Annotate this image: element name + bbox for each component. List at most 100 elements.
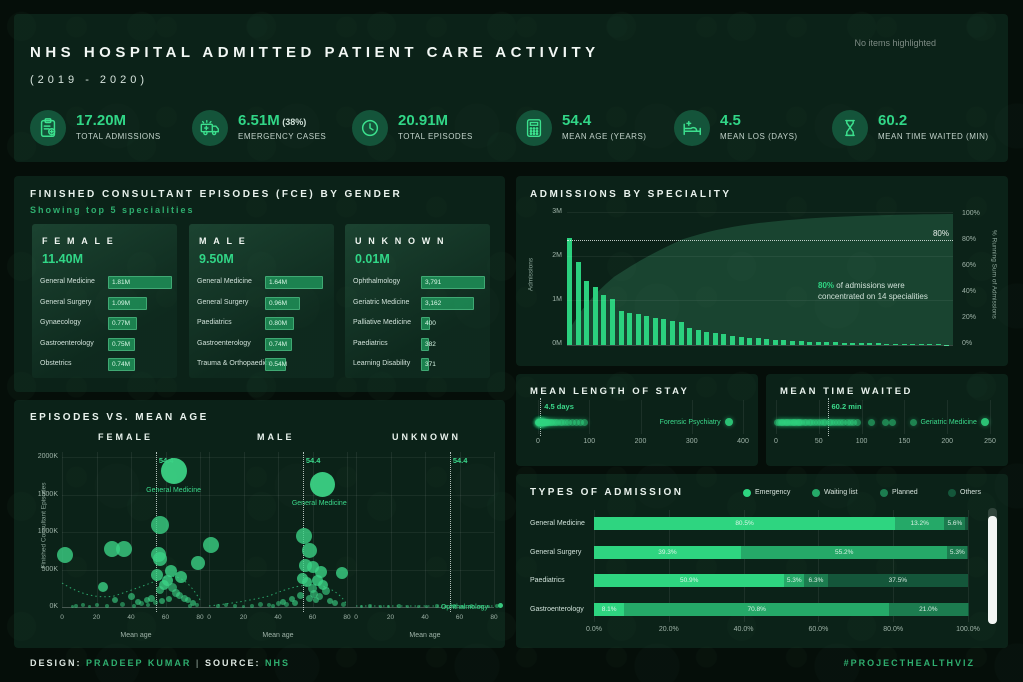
types-bar-segment[interactable]: 13.2% — [895, 517, 945, 530]
scatter-bubble-labeled[interactable] — [161, 458, 188, 485]
scatter-bubble[interactable] — [288, 596, 295, 603]
scatter-bubble[interactable] — [284, 601, 290, 607]
scatter-bubble[interactable] — [478, 605, 482, 609]
scatter-bubble[interactable] — [104, 603, 109, 608]
pareto-bar[interactable] — [661, 318, 667, 345]
pareto-bar[interactable] — [893, 343, 898, 345]
pareto-bar[interactable] — [884, 343, 890, 345]
scatter-bubble[interactable] — [152, 600, 158, 605]
pareto-bar[interactable] — [815, 341, 821, 345]
scatter-bubble[interactable] — [326, 597, 333, 604]
scatter-bubble[interactable] — [250, 603, 255, 608]
scatter-bubble[interactable] — [310, 589, 319, 598]
scatter-bubble[interactable] — [267, 602, 272, 607]
pareto-bar[interactable] — [644, 315, 650, 345]
fce-bar[interactable]: 371 — [421, 358, 436, 372]
pareto-bar[interactable] — [935, 344, 941, 345]
scatter-bubble[interactable] — [495, 603, 500, 608]
pareto-bar[interactable] — [841, 342, 847, 345]
scatter-bubble[interactable] — [194, 602, 199, 607]
pareto-bar[interactable] — [798, 341, 804, 345]
scatter-bubble[interactable] — [224, 603, 229, 608]
strip-dot[interactable] — [867, 418, 875, 426]
fce-bar[interactable]: 1.64M — [265, 276, 324, 289]
scatter-bubble[interactable] — [296, 573, 308, 585]
scatter-bubble[interactable] — [184, 597, 191, 604]
strip-dot[interactable] — [853, 418, 861, 426]
scatter-bubble[interactable] — [180, 594, 188, 602]
pareto-bar[interactable] — [584, 280, 590, 345]
types-bar-segment[interactable]: 80.5% — [594, 517, 896, 530]
pareto-bar[interactable] — [858, 343, 864, 345]
strip-dot[interactable] — [565, 418, 573, 426]
fce-bar[interactable]: 0.74M — [108, 358, 136, 372]
scatter-bubble[interactable] — [132, 603, 137, 608]
fce-bar[interactable]: 0.75M — [108, 337, 136, 351]
pareto-bar[interactable] — [772, 339, 778, 345]
scatter-bubble[interactable] — [312, 574, 324, 586]
types-bar-segment[interactable] — [965, 517, 968, 530]
types-bar-segment[interactable]: 70.8% — [624, 602, 890, 616]
pareto-bar[interactable] — [592, 287, 598, 345]
scatter-bubble[interactable] — [175, 592, 183, 600]
scatter-bubble[interactable] — [315, 593, 323, 600]
types-bar-segment[interactable]: 50.9% — [594, 574, 785, 587]
pareto-bar[interactable] — [747, 337, 753, 345]
scatter-bubble[interactable] — [258, 601, 264, 607]
pareto-bar[interactable] — [652, 317, 658, 345]
strip-dot[interactable] — [910, 418, 918, 426]
scatter-bubble[interactable] — [151, 516, 170, 535]
scatter-bubble[interactable] — [469, 604, 474, 609]
types-bar-segment[interactable]: 37.5% — [827, 574, 968, 587]
strip-dot[interactable] — [882, 418, 890, 426]
strip-dot[interactable] — [580, 418, 588, 426]
scatter-bubble[interactable] — [138, 601, 144, 607]
scatter-bubble[interactable] — [150, 568, 163, 581]
scatter-bubble[interactable] — [359, 605, 363, 609]
scatter-bubble[interactable] — [148, 594, 156, 602]
scatter-bubble[interactable] — [70, 604, 74, 608]
scatter-bubble[interactable] — [280, 598, 287, 605]
types-bar-segment[interactable]: 5.3% — [947, 545, 968, 559]
scatter-bubble[interactable] — [143, 596, 150, 603]
pareto-bar[interactable] — [618, 311, 624, 345]
fce-bar[interactable]: 0.96M — [265, 296, 300, 310]
types-bar-segment[interactable]: 5.6% — [944, 517, 966, 530]
scatter-bubble[interactable] — [57, 546, 74, 563]
scatter-bubble-labeled[interactable] — [498, 603, 504, 609]
pareto-bar[interactable] — [807, 341, 813, 345]
fce-bar[interactable]: 3,162 — [421, 296, 475, 310]
scatter-bubble[interactable] — [187, 603, 192, 608]
designer-link[interactable]: PRADEEP KUMAR — [86, 658, 192, 668]
scrollbar-track[interactable] — [988, 508, 997, 624]
strip-dot[interactable] — [888, 418, 896, 426]
types-bar-segment[interactable]: 5.3% — [784, 574, 805, 587]
scatter-bubble[interactable] — [301, 543, 317, 559]
scatter-bubble[interactable] — [331, 599, 338, 606]
pareto-bar[interactable] — [609, 299, 615, 345]
scatter-bubble[interactable] — [302, 577, 313, 588]
scatter-bubble[interactable] — [80, 602, 85, 607]
pareto-bar[interactable] — [764, 339, 770, 345]
scatter-bubble[interactable] — [215, 603, 220, 608]
scatter-bubble[interactable] — [425, 605, 429, 609]
scatter-bubble[interactable] — [435, 604, 439, 608]
scatter-bubble[interactable] — [292, 599, 299, 606]
scatter-bubble[interactable] — [452, 604, 457, 609]
scatter-bubble[interactable] — [175, 571, 188, 583]
scatter-bubble[interactable] — [190, 599, 197, 606]
scatter-bubble[interactable] — [159, 598, 166, 604]
scatter-bubble[interactable] — [165, 595, 172, 602]
strip-dot[interactable] — [568, 418, 576, 426]
fce-bar[interactable]: 0.80M — [265, 317, 295, 331]
scatter-bubble[interactable] — [146, 602, 151, 607]
scatter-bubble[interactable] — [387, 604, 391, 608]
scatter-bubble[interactable] — [444, 604, 448, 608]
scatter-bubble[interactable] — [317, 579, 328, 590]
pareto-bar[interactable] — [635, 314, 641, 345]
scatter-bubble[interactable] — [416, 604, 420, 608]
pareto-bar[interactable] — [712, 333, 718, 345]
pareto-bar[interactable] — [627, 312, 632, 345]
scatter-bubble[interactable] — [295, 527, 312, 544]
pareto-bar[interactable] — [669, 320, 675, 345]
